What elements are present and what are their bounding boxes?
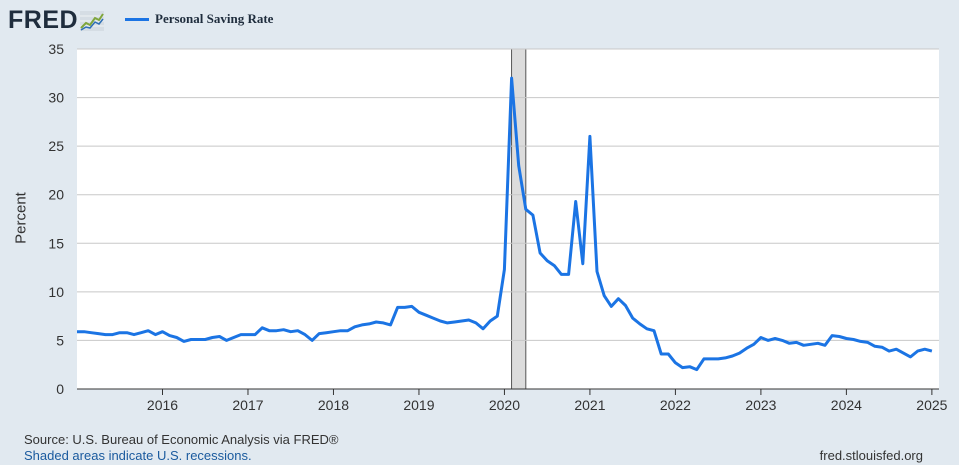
- source-text: Source: U.S. Bureau of Economic Analysis…: [24, 432, 339, 447]
- x-tick-label: 2022: [660, 397, 691, 413]
- y-tick-label: 20: [48, 187, 64, 203]
- legend-swatch: [125, 17, 149, 21]
- legend-series-label: Personal Saving Rate: [155, 11, 274, 26]
- chart-footer: Source: U.S. Bureau of Economic Analysis…: [24, 432, 338, 464]
- x-tick-label: 2021: [574, 397, 605, 413]
- y-tick-label: 30: [48, 90, 64, 106]
- fred-logo[interactable]: FRED: [8, 6, 105, 34]
- y-tick-label: 15: [48, 235, 64, 251]
- recession-note: Shaded areas indicate U.S. recessions.: [24, 448, 252, 463]
- series-line: [77, 76, 933, 372]
- fred-logo-text: FRED: [8, 6, 79, 34]
- x-tick-label: 2017: [232, 397, 263, 413]
- x-tick-label: 2024: [831, 397, 862, 413]
- y-tick-label: 5: [56, 332, 64, 348]
- x-tick-label: 2020: [489, 397, 520, 413]
- x-tick-label: 2019: [403, 397, 434, 413]
- x-tick-label: 2016: [147, 397, 178, 413]
- y-tick-label: 0: [56, 381, 64, 397]
- y-tick-label: 35: [48, 41, 64, 57]
- y-tick-label: 10: [48, 284, 64, 300]
- plot-area: [77, 49, 939, 389]
- chart-legend: Personal Saving Rate: [125, 11, 273, 27]
- y-tick-label: 25: [48, 138, 64, 154]
- x-tick-label: 2023: [745, 397, 776, 413]
- fred-url[interactable]: fred.stlouisfed.org: [819, 448, 923, 463]
- x-tick-label: 2025: [916, 397, 947, 413]
- x-tick-label: 2018: [318, 397, 349, 413]
- fred-graph-icon: [80, 11, 105, 31]
